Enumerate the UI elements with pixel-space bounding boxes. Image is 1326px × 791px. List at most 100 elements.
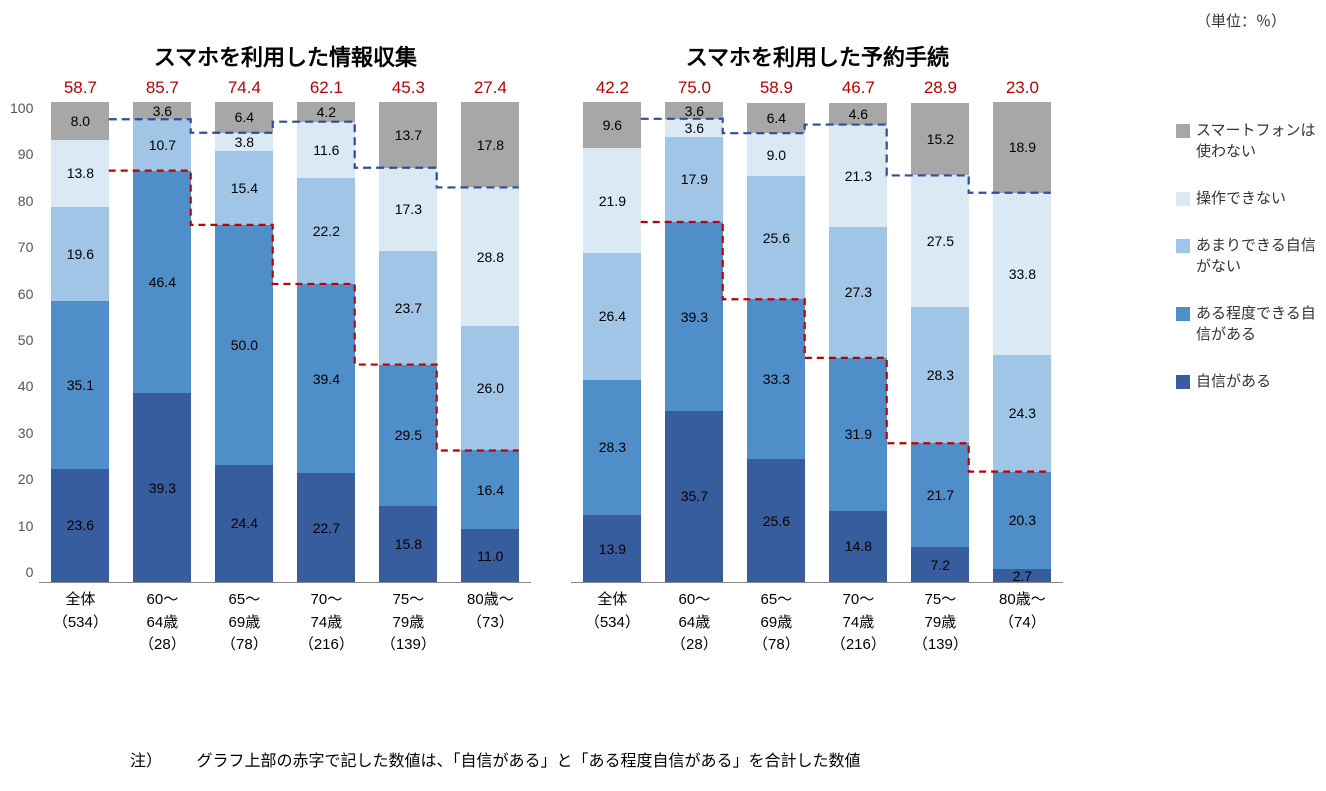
y-tick: 50 xyxy=(10,332,33,348)
bar-segment: 22.2 xyxy=(297,178,355,284)
charts-row: 0102030405060708090100 スマホを利用した情報収集 58.7… xyxy=(10,40,1063,657)
x-labels-right: 全体（534）60～64歳（28）65～69歳（78）70～74歳（216）75… xyxy=(571,589,1063,657)
y-tick: 80 xyxy=(10,193,33,209)
legend-label: あまりできる自信がない xyxy=(1196,235,1316,277)
footnote: 注） グラフ上部の赤字で記した数値は、「自信がある」と「ある程度自信がある」を合… xyxy=(130,747,860,771)
bar-segment: 9.6 xyxy=(583,102,641,148)
red-values-right: 42.275.058.946.728.923.0 xyxy=(571,78,1063,98)
bar-column: 39.346.410.73.6 xyxy=(121,102,203,582)
bar-segment: 13.7 xyxy=(379,102,437,168)
chart-title-left: スマホを利用した情報収集 xyxy=(154,40,417,72)
legend-item: 操作できない xyxy=(1176,188,1316,209)
chart-right: スマホを利用した予約手続 42.275.058.946.728.923.0 13… xyxy=(571,40,1063,657)
bar-segment: 3.8 xyxy=(215,133,273,151)
legend-swatch xyxy=(1176,192,1190,206)
bar-segment: 4.2 xyxy=(297,102,355,122)
x-label: 70～74歳（216） xyxy=(285,589,367,657)
y-tick: 70 xyxy=(10,239,33,255)
legend-swatch xyxy=(1176,239,1190,253)
bar-segment: 17.8 xyxy=(461,102,519,187)
bar-column: 35.739.317.93.63.6 xyxy=(653,102,735,582)
stacked-bar: 35.739.317.93.63.6 xyxy=(665,102,723,582)
red-value: 58.9 xyxy=(735,78,817,98)
x-label: 65～69歳（78） xyxy=(735,589,817,657)
x-label: 65～69歳（78） xyxy=(203,589,285,657)
bar-segment: 24.3 xyxy=(993,355,1051,472)
red-value: 46.7 xyxy=(817,78,899,98)
bar-column: 24.450.015.43.86.4 xyxy=(203,102,285,582)
legend-label: スマートフォンは使わない xyxy=(1196,120,1316,162)
figure: （単位：％） 0102030405060708090100 スマホを利用した情報… xyxy=(10,10,1316,781)
bar-segment: 27.3 xyxy=(829,227,887,358)
bar-segment: 18.9 xyxy=(993,102,1051,193)
bar-segment: 2.7 xyxy=(993,569,1051,582)
legend: スマートフォンは使わない操作できないあまりできる自信がないある程度できる自信があ… xyxy=(1176,120,1316,418)
bar-segment: 46.4 xyxy=(133,171,191,394)
legend-label: 自信がある xyxy=(1196,371,1271,392)
stacked-bar: 39.346.410.73.6 xyxy=(133,102,191,582)
y-tick: 90 xyxy=(10,146,33,162)
bar-segment: 26.0 xyxy=(461,326,519,451)
bar-segment: 28.3 xyxy=(911,307,969,443)
bar-segment: 15.8 xyxy=(379,506,437,582)
bar-segment: 33.3 xyxy=(747,299,805,459)
x-label: 75～79歳（139） xyxy=(899,589,981,657)
y-tick: 40 xyxy=(10,378,33,394)
stacked-bar: 22.739.422.211.64.2 xyxy=(297,102,355,582)
stacked-bar: 2.720.324.333.818.9 xyxy=(993,102,1051,582)
bar-segment: 21.3 xyxy=(829,125,887,227)
bar-segment: 13.8 xyxy=(51,140,109,206)
bar-segment: 3.6 xyxy=(133,102,191,119)
x-label: 80歳～（74） xyxy=(981,589,1063,657)
bar-segment: 23.7 xyxy=(379,251,437,365)
bar-segment: 6.4 xyxy=(215,102,273,133)
bar-column: 22.739.422.211.64.2 xyxy=(285,102,367,582)
bar-segment: 27.5 xyxy=(911,175,969,307)
x-label: 70～74歳（216） xyxy=(817,589,899,657)
y-tick: 10 xyxy=(10,518,33,534)
bar-segment: 28.3 xyxy=(583,380,641,516)
bar-segment: 25.6 xyxy=(747,176,805,299)
y-tick: 30 xyxy=(10,425,33,441)
bar-segment: 29.5 xyxy=(379,365,437,507)
bar-segment: 13.9 xyxy=(583,515,641,582)
stacked-bar: 7.221.728.327.515.2 xyxy=(911,102,969,582)
legend-item: 自信がある xyxy=(1176,371,1316,392)
bar-segment: 31.9 xyxy=(829,358,887,511)
stacked-bar: 11.016.426.028.817.8 xyxy=(461,102,519,582)
bar-segment: 33.8 xyxy=(993,193,1051,355)
legend-item: あまりできる自信がない xyxy=(1176,235,1316,277)
red-value: 28.9 xyxy=(899,78,981,98)
red-values-left: 58.785.774.462.145.327.4 xyxy=(39,78,531,98)
bar-segment: 35.1 xyxy=(51,301,109,469)
bar-column: 23.635.119.613.88.0 xyxy=(39,102,121,582)
legend-label: ある程度できる自信がある xyxy=(1196,303,1316,345)
bar-segment: 4.6 xyxy=(829,103,887,125)
stacked-bar: 24.450.015.43.86.4 xyxy=(215,102,273,582)
chart-left: スマホを利用した情報収集 58.785.774.462.145.327.4 23… xyxy=(39,40,531,657)
legend-swatch xyxy=(1176,124,1190,138)
bar-segment: 16.4 xyxy=(461,450,519,529)
bar-segment: 21.7 xyxy=(911,443,969,547)
stacked-bar: 25.633.325.69.06.4 xyxy=(747,102,805,582)
footnote-prefix: 注） xyxy=(130,753,162,770)
bar-segment: 15.4 xyxy=(215,151,273,225)
bar-segment: 14.8 xyxy=(829,511,887,582)
bar-segment: 26.4 xyxy=(583,253,641,380)
bar-segment: 8.0 xyxy=(51,102,109,140)
x-label: 80歳～（73） xyxy=(449,589,531,657)
bar-segment: 17.9 xyxy=(665,137,723,223)
legend-swatch xyxy=(1176,307,1190,321)
y-tick: 20 xyxy=(10,471,33,487)
bar-segment: 39.4 xyxy=(297,284,355,473)
plot-left: 23.635.119.613.88.039.346.410.73.6 24.450… xyxy=(39,102,531,583)
x-label: 全体（534） xyxy=(571,589,653,657)
red-value: 58.7 xyxy=(39,78,121,98)
bar-segment: 9.0 xyxy=(747,133,805,176)
bar-segment: 21.9 xyxy=(583,148,641,253)
bar-segment: 50.0 xyxy=(215,225,273,465)
bar-segment: 11.0 xyxy=(461,529,519,582)
y-axis: 0102030405060708090100 xyxy=(10,100,39,580)
bar-segment: 11.6 xyxy=(297,122,355,178)
bar-column: 7.221.728.327.515.2 xyxy=(899,102,981,582)
